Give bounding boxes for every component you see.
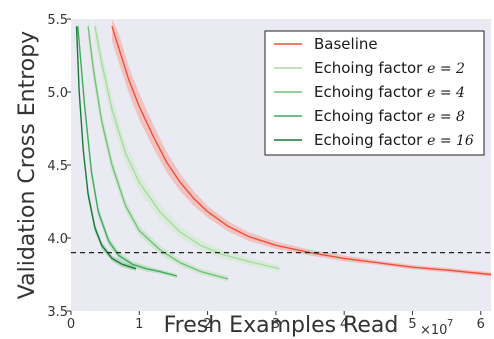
x-tick-label-2: 2 — [203, 317, 211, 332]
y-tick-label-2: 4.5 — [47, 159, 68, 174]
x-exponent-base: ×10 — [420, 323, 447, 338]
legend-label-0: Baseline — [314, 35, 378, 53]
line-series-0 — [111, 26, 492, 276]
line-series-4 — [75, 26, 137, 270]
y-tick-label-4: 5.5 — [47, 13, 68, 28]
y-axis-ticks: 3.5 4.0 4.5 5.0 5.5 — [47, 13, 71, 320]
legend-label-3: Echoing factor e = 8 — [314, 107, 465, 125]
line-series-3 — [77, 26, 178, 277]
legend-math-2: e = 4 — [427, 85, 465, 101]
line-series-2 — [87, 26, 229, 280]
legend-math-3: e = 8 — [427, 109, 465, 125]
y-tick-label-3: 5.0 — [47, 86, 68, 101]
legend-label-2: Echoing factor e = 4 — [314, 83, 465, 101]
line-series-1 — [94, 26, 280, 270]
x-tick-label-6: 6 — [477, 317, 485, 332]
x-exponent-power: 7 — [447, 318, 453, 329]
y-axis-label: Validation Cross Entropy — [15, 31, 40, 299]
y-tick-label-0: 3.5 — [47, 305, 68, 320]
x-exponent: ×10 7 — [420, 318, 453, 338]
x-axis-ticks: 0 1 2 3 4 5 6 — [67, 311, 485, 332]
x-axis-label: Fresh Examples Read — [164, 313, 399, 338]
legend-box — [264, 30, 485, 156]
legend-label-4: Echoing factor e = 16 — [314, 131, 474, 149]
x-tick-label-4: 4 — [340, 317, 348, 332]
x-tick-label-0: 0 — [67, 317, 75, 332]
x-tick-label-1: 1 — [135, 317, 143, 332]
y-tick-label-1: 4.0 — [47, 232, 68, 247]
legend: Baseline Echoing factor e = 2 Echoing fact… — [264, 30, 485, 156]
band-series-0 — [112, 19, 491, 277]
legend-label-1: Echoing factor e = 2 — [314, 59, 465, 77]
x-tick-label-3: 3 — [272, 317, 280, 332]
x-tick-label-5: 5 — [408, 317, 416, 332]
legend-math-1: e = 2 — [427, 61, 465, 77]
legend-math-4: e = 16 — [427, 133, 474, 149]
series-lines — [75, 26, 492, 280]
